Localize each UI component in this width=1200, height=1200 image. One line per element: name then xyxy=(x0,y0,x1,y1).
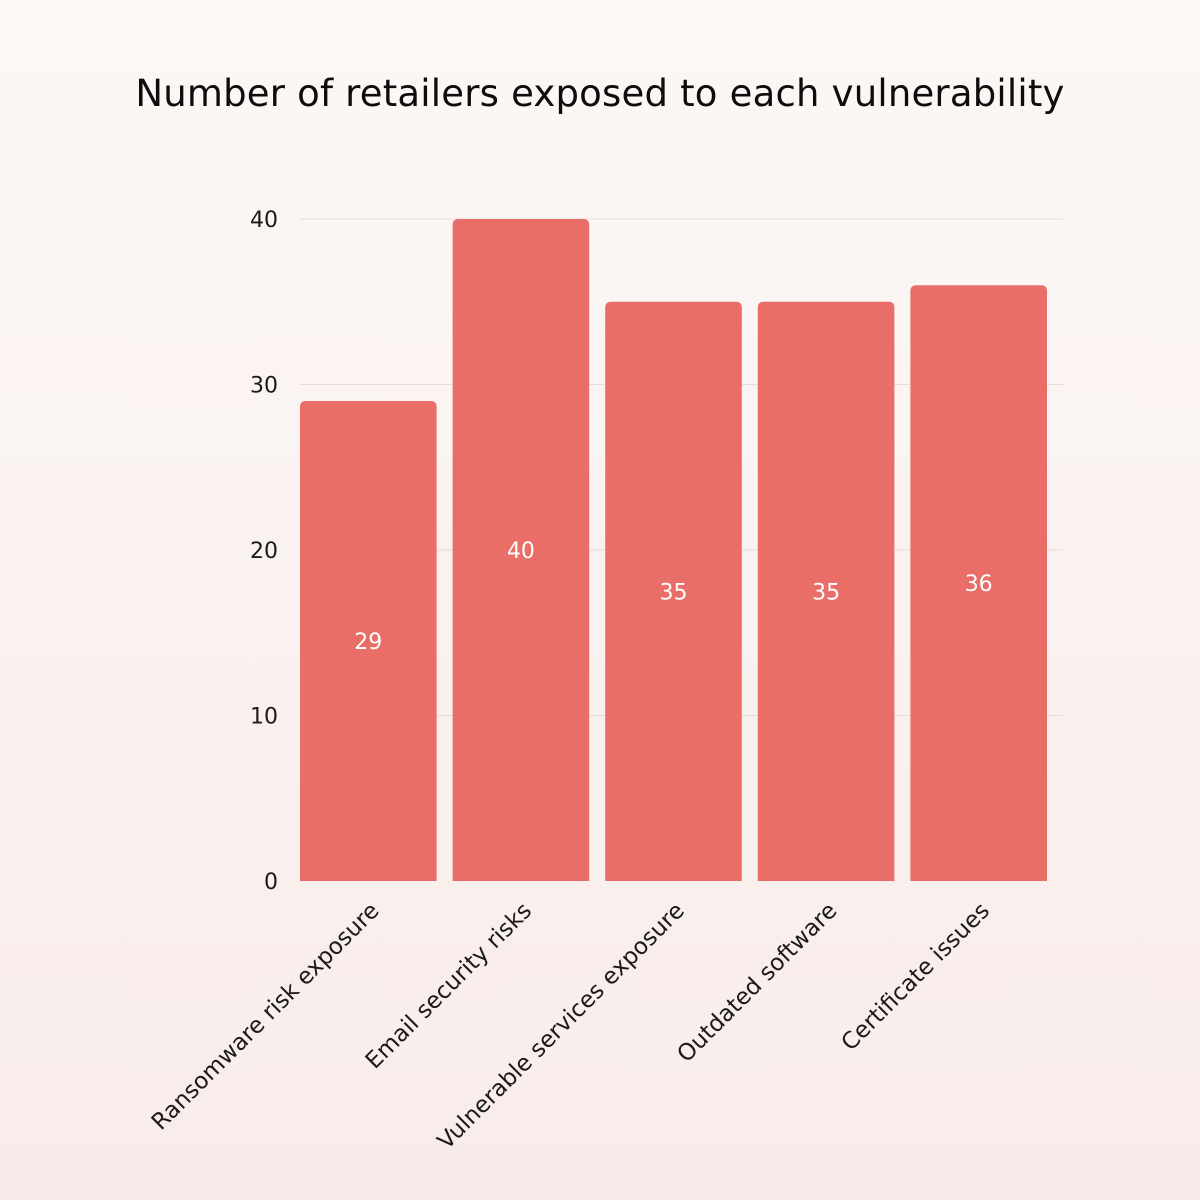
bar xyxy=(605,301,742,881)
bar xyxy=(757,301,895,881)
y-tick-label: 20 xyxy=(250,539,278,564)
y-tick-label: 30 xyxy=(250,374,278,399)
y-tick-label: 10 xyxy=(250,705,278,730)
x-category-label: Email security risks xyxy=(361,898,537,1074)
x-category-label: Outdated software xyxy=(672,898,842,1068)
bars xyxy=(300,219,1047,881)
x-category-label: Vulnerable services exposure xyxy=(433,898,690,1155)
bar-value-label: 36 xyxy=(965,572,993,597)
bar-value-label: 40 xyxy=(507,539,535,564)
y-tick-label: 0 xyxy=(264,870,278,895)
x-category-label: Ransomware risk exposure xyxy=(147,898,385,1136)
bar xyxy=(910,285,1047,881)
bar-value-label: 35 xyxy=(812,580,840,605)
data-labels: 29 40 35 35 36 xyxy=(354,539,992,655)
x-category-label: Certificate issues xyxy=(837,898,995,1056)
y-tick-label: 40 xyxy=(250,208,278,233)
chart-title: Number of retailers exposed to each vuln… xyxy=(135,72,1065,115)
y-axis-ticks: 0 10 20 30 40 xyxy=(250,208,278,895)
bar xyxy=(452,219,590,881)
bar-value-label: 29 xyxy=(354,630,382,655)
bar xyxy=(300,401,437,881)
bar-value-label: 35 xyxy=(660,580,688,605)
